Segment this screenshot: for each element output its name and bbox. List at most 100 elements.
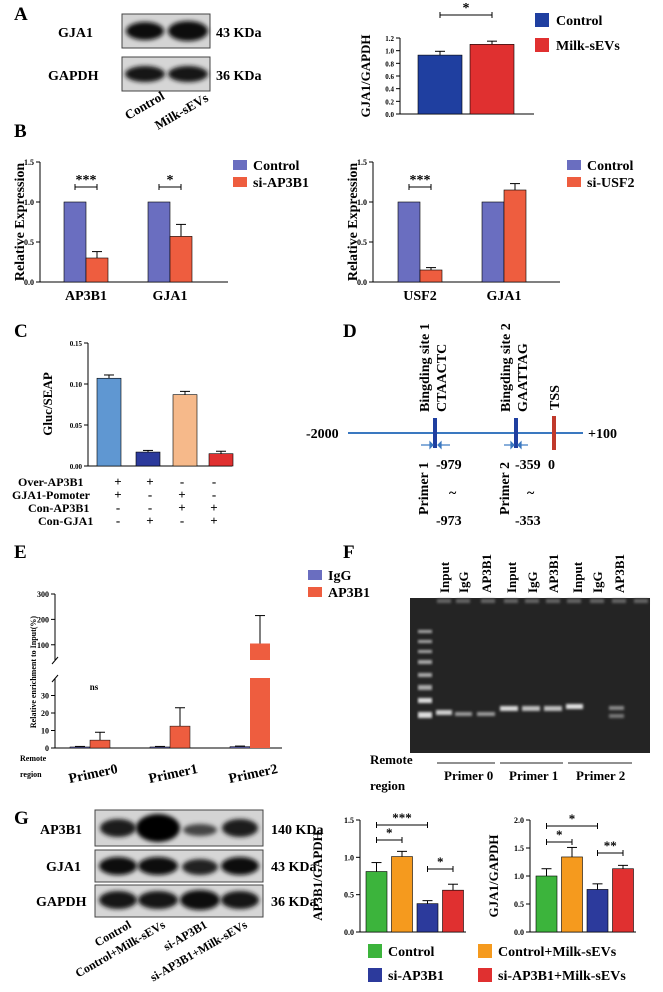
b1-bar-ap3b1-si-ap3b1	[85, 257, 109, 283]
primer2-tilde: ~	[527, 486, 535, 501]
g1-sig-0-label: *	[386, 825, 393, 840]
c-mark-0-3: -	[212, 474, 216, 489]
blot-g-row-ap3b1: AP3B1	[40, 823, 82, 838]
legend-e-ap3b1: AP3B1	[328, 586, 370, 601]
legend-g-si-milk: si-AP3B1+Milk-sEVs	[498, 969, 626, 984]
e-bar-primer2-igg	[229, 746, 251, 749]
gel-primer2: Primer 2	[576, 768, 625, 783]
a-bar-control	[417, 54, 463, 115]
gel-primer0: Primer 0	[444, 768, 493, 783]
g1-ytick-label: 0.0	[344, 928, 354, 937]
panel-c-letter: C	[14, 321, 28, 342]
gel-lane-ap3b1-3: AP3B1	[612, 554, 627, 593]
blot-a-size-36: 36 KDa	[216, 69, 262, 84]
legend-e-igg: IgG	[328, 569, 351, 584]
a-ytick-label: 0.2	[385, 98, 394, 106]
primer2-end: -353	[515, 514, 541, 529]
e-ytick-label: 100	[37, 641, 49, 650]
c-mark-2-1: -	[148, 500, 152, 515]
primer1-tilde: ~	[449, 486, 457, 501]
g1-sig-2-label: *	[437, 854, 444, 869]
legend-a-milk: Milk-sEVs	[556, 39, 620, 54]
b1-bar-gja1-si-ap3b1	[169, 236, 193, 283]
legend-g-control-milk-swatch	[478, 944, 492, 958]
b2-bar-gja1-si-usf2	[503, 189, 527, 283]
panel-c-table: Over-AP3B1 GJA1-Pomoter Con-AP3B1 Con-GJ…	[12, 474, 218, 528]
c-ytick-label: 0.15	[70, 340, 83, 348]
chart-e: 0 10 20 30 100 200 300 Relative enrichment to I…	[20, 590, 282, 787]
legend-b2-control-swatch	[567, 160, 581, 170]
b1-bar-gja1-control	[147, 201, 171, 283]
c-mark-2-0: -	[116, 500, 120, 515]
primer2-label: Primer 2	[498, 462, 513, 515]
g1-bar-2	[416, 903, 439, 933]
e-bar-primer2-ap3b1-upper	[250, 643, 270, 660]
e-ns-label: ns	[90, 682, 99, 692]
e-ytick-label: 300	[37, 590, 49, 599]
b2-xlabel-usf2: USF2	[403, 289, 436, 304]
c-row-con-gja1: Con-GJA1	[38, 514, 93, 528]
e-ytick-label: 200	[37, 615, 49, 624]
tss-position: 0	[548, 458, 555, 473]
site2-title: Bingding site 2	[499, 323, 514, 412]
g2-ytick-label: 0.5	[514, 900, 524, 909]
primer1-start: -979	[436, 458, 462, 473]
gel-bands	[436, 599, 648, 718]
legend-g-control-milk: Control+Milk-sEVs	[498, 945, 617, 960]
promoter-left: -2000	[306, 427, 339, 442]
legend-b2-si: si-USF2	[587, 176, 634, 191]
e-bar-primer0-igg	[69, 746, 91, 749]
legend-a-control: Control	[556, 14, 603, 29]
gel-region: region	[370, 778, 406, 793]
b1-ytick-label: 1.0	[24, 198, 34, 207]
legend-g-si-milk-swatch	[478, 968, 492, 982]
c-mark-1-2: +	[178, 487, 185, 502]
chart-a: 0.0 0.2 0.4 0.6 0.8 1.0 1.2 GJA1/GAPDH *	[358, 1, 534, 119]
e-ylabel: Relative enrichment to Input(%)	[29, 616, 38, 729]
b2-ytick-label: 0.5	[357, 238, 367, 247]
gel-lane-input-1: Input	[437, 561, 452, 593]
primer1-end: -973	[436, 514, 462, 529]
c-ylabel: Gluc/SEAP	[40, 372, 55, 436]
g2-bar-3	[612, 868, 634, 933]
legend-b1-si: si-AP3B1	[253, 176, 309, 191]
b2-ytick-label: 1.5	[357, 158, 367, 167]
b2-sig-0-label: ***	[410, 173, 431, 188]
c-row-con-ap3b1: Con-AP3B1	[28, 501, 89, 515]
c-mark-2-2: +	[178, 500, 185, 515]
site1-title: Bingding site 1	[418, 323, 433, 412]
e-ytick-label: 20	[41, 709, 49, 718]
g2-ytick-label: 2.0	[514, 816, 524, 825]
gel-lane-igg-3: IgG	[590, 571, 605, 593]
g2-bar-0	[535, 875, 558, 933]
c-bar-2	[135, 451, 161, 467]
legend-b2-control: Control	[587, 159, 634, 174]
gel-lane-igg-2: IgG	[525, 571, 540, 593]
blot-a: GJA1 GAPDH 43 KDa 36 KDa Control Milk-sE…	[48, 13, 262, 133]
site1-bar	[433, 418, 437, 448]
e-region-label: region	[20, 770, 42, 779]
c-mark-3-3: +	[210, 513, 217, 528]
g2-ytick-label: 1.0	[514, 872, 524, 881]
c-row-gja1-promoter: GJA1-Pomoter	[12, 488, 91, 502]
g1-bar-1	[391, 856, 413, 933]
c-mark-1-3: -	[212, 487, 216, 502]
a-ylabel: GJA1/GAPDH	[358, 34, 373, 117]
b1-sig-1-label: *	[167, 173, 174, 188]
b2-bar-usf2-si-usf2	[419, 269, 443, 283]
site2-seq: GAATTAG	[516, 343, 531, 412]
b1-ytick-label: 0.0	[24, 278, 34, 287]
g2-sig-1-label: *	[569, 811, 576, 826]
g2-ylabel: GJA1/GAPDH	[486, 834, 501, 917]
legend-g-si: si-AP3B1	[388, 969, 444, 984]
a-ytick-label: 1.2	[385, 35, 394, 43]
promoter-diagram: -2000 +100 Bingding site 1 CTAACTC Bingd…	[306, 323, 617, 529]
c-mark-3-2: -	[180, 513, 184, 528]
blot-a-row-gapdh: GAPDH	[48, 69, 99, 84]
e-bar-primer1-ap3b1	[169, 725, 191, 749]
legend-a-control-swatch	[535, 13, 549, 27]
c-ytick-label: 0.05	[70, 422, 83, 430]
